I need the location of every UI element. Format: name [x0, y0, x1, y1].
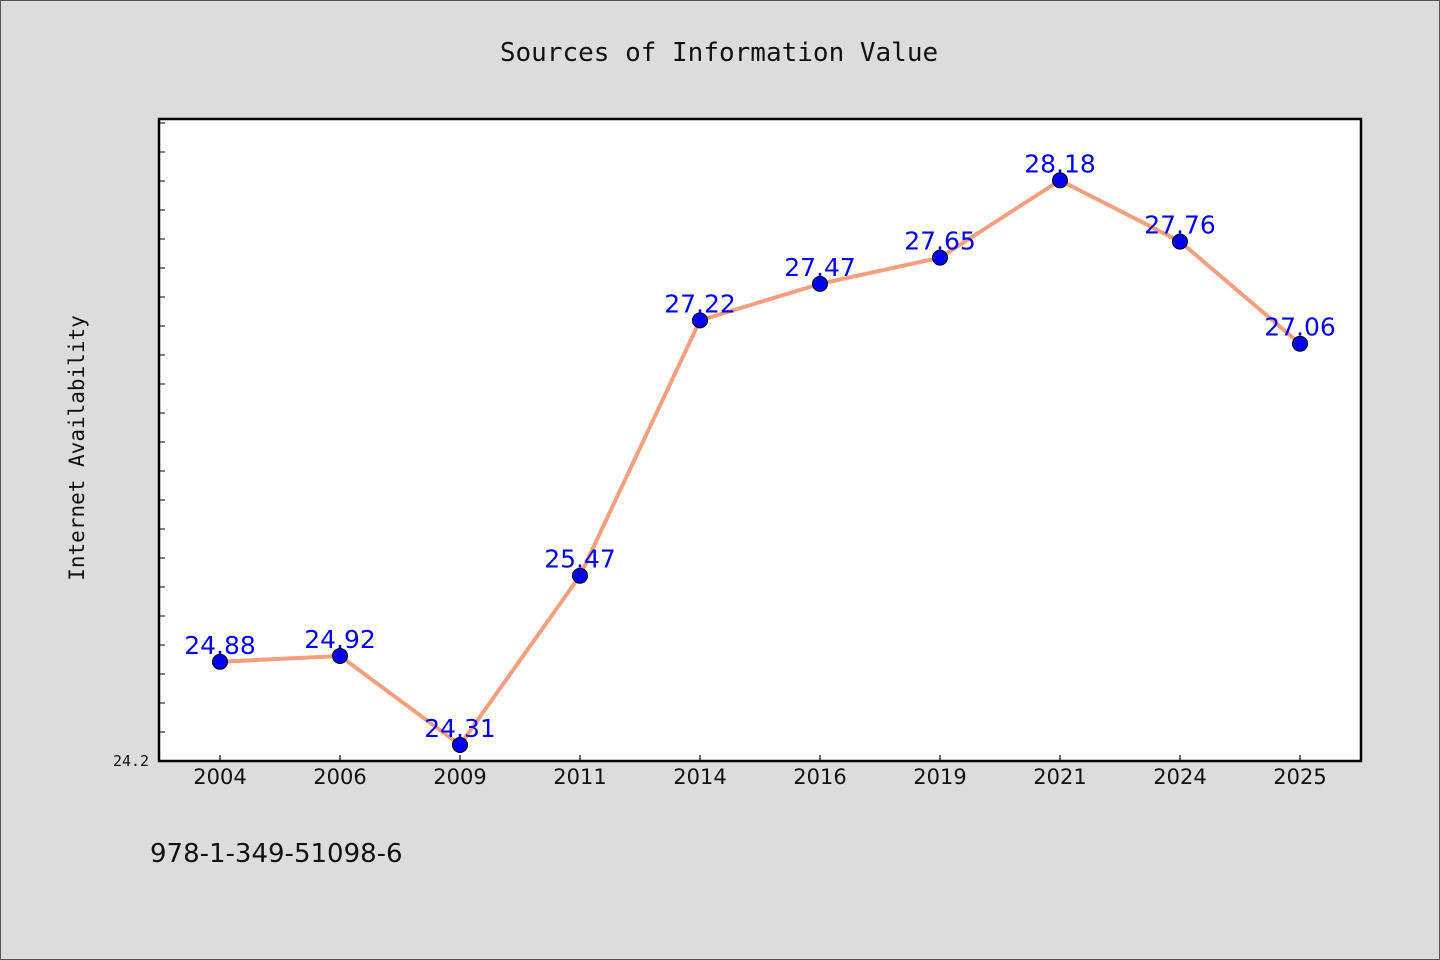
x-tick-label: 2006 — [313, 765, 366, 789]
data-label: 24.92 — [304, 625, 376, 654]
data-point — [332, 647, 348, 664]
chart-title: Sources of Information Value — [500, 38, 938, 68]
x-tick-label: 2009 — [433, 765, 486, 789]
y-minor-ticks — [159, 122, 165, 762]
x-tick-label: 2024 — [1153, 765, 1206, 789]
y-axis-label: Internet Availability — [65, 315, 89, 581]
x-axis-ticks: 2004 2006 2009 2011 2014 2016 2019 2021 2024 2025 — [193, 755, 1327, 789]
data-point — [932, 249, 948, 266]
data-label: 27.06 — [1264, 313, 1336, 342]
data-label: 27.22 — [664, 289, 736, 318]
series: 24.88 24.92 24.31 25.47 27.22 27.47 27.65 28.18… — [184, 149, 1336, 753]
x-tick-label: 2004 — [193, 765, 246, 789]
data-point — [572, 567, 588, 584]
data-label: 28.18 — [1024, 149, 1096, 178]
data-label: 25.47 — [544, 545, 616, 574]
data-label: 27.76 — [1144, 211, 1216, 240]
data-label: 24.88 — [184, 631, 256, 660]
plot-area — [157, 117, 1363, 763]
data-label: 27.65 — [904, 227, 976, 256]
data-point — [452, 736, 468, 753]
x-tick-label: 2021 — [1033, 765, 1086, 789]
x-tick-label: 2016 — [793, 765, 846, 789]
data-point — [812, 275, 828, 292]
data-point — [1052, 172, 1068, 189]
data-point — [1172, 233, 1188, 250]
x-tick-label: 2019 — [913, 765, 966, 789]
series-line — [218, 178, 1302, 747]
x-tick-label: 2025 — [1273, 765, 1326, 789]
x-tick-label: 2014 — [673, 765, 726, 789]
data-label: 27.47 — [784, 253, 856, 282]
data-point — [692, 312, 708, 329]
data-point — [1292, 335, 1308, 352]
y-tick-label: 24.2 — [113, 752, 149, 770]
data-label: 24.31 — [424, 714, 496, 743]
footer-isbn: 978-1-349-51098-6 — [150, 839, 403, 869]
x-tick-label: 2011 — [553, 765, 606, 789]
data-point — [212, 653, 228, 670]
